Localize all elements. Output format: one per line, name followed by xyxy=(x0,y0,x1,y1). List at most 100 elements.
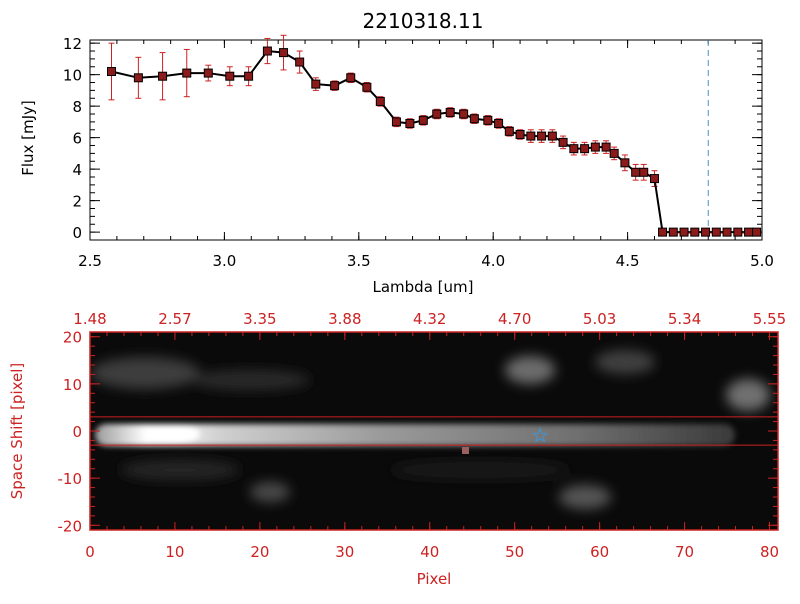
data-point xyxy=(569,144,579,154)
data-point xyxy=(203,68,213,78)
wavelength-tick-label: 3.35 xyxy=(243,310,276,328)
spectrum-chart: 2210318.11 2.5 3.0 3.5 4.0 4.5 5.0 0 2 4 6 8 10 12 L… xyxy=(19,9,774,296)
data-point xyxy=(133,73,143,83)
data-point xyxy=(295,57,305,67)
wavelength-tick-label: 3.88 xyxy=(328,310,361,328)
data-point xyxy=(526,131,536,141)
heatmap-x-axis-label: Pixel xyxy=(417,570,452,588)
y-tick-label: 10 xyxy=(63,67,82,85)
heatmap-x-tick-label: 30 xyxy=(335,543,354,561)
source-star-marker xyxy=(531,427,549,443)
data-point xyxy=(649,174,659,184)
wavelength-tick-label: 2.57 xyxy=(158,310,191,328)
blob-source-a xyxy=(505,356,555,384)
blob-source-c xyxy=(726,379,770,411)
data-point xyxy=(418,115,428,125)
x-tick-label: 4.5 xyxy=(616,252,640,270)
data-point xyxy=(601,142,611,152)
data-point xyxy=(722,227,732,237)
data-point xyxy=(558,137,568,147)
hot-pixel xyxy=(462,447,469,454)
data-point xyxy=(182,68,192,78)
data-point xyxy=(639,167,649,177)
x-tick-label: 2.5 xyxy=(78,252,102,270)
heatmap-x-tick-label: 80 xyxy=(760,543,779,561)
heatmap-y-tick-label: 0 xyxy=(72,423,82,441)
heatmap-y-tick-label: 10 xyxy=(63,376,82,394)
data-point xyxy=(733,227,743,237)
blob-lower-band-2 xyxy=(390,462,570,478)
data-point xyxy=(515,129,525,139)
spectrum-plot-area: 2.5 3.0 3.5 4.0 4.5 5.0 0 2 4 6 8 10 12 xyxy=(63,34,774,270)
blob-lower-a xyxy=(250,482,290,502)
data-point xyxy=(752,227,762,237)
x-tick-label: 3.0 xyxy=(212,252,236,270)
blob-lower-b xyxy=(559,485,611,509)
data-point xyxy=(405,118,415,128)
wavelength-tick-label: 5.55 xyxy=(753,310,786,328)
data-point xyxy=(375,96,385,106)
y-tick-label: 8 xyxy=(72,98,82,116)
data-point xyxy=(679,227,689,237)
heatmap-x-tick-label: 20 xyxy=(250,543,269,561)
spectral-trace xyxy=(95,424,735,446)
data-point xyxy=(504,126,514,136)
y-tick-label: 0 xyxy=(72,224,82,242)
heatmap-x-tick-label: 10 xyxy=(165,543,184,561)
plot-frame xyxy=(89,39,763,241)
heatmap-x-tick-label: 0 xyxy=(85,543,95,561)
data-point xyxy=(244,71,254,81)
chart-title: 2210318.11 xyxy=(363,9,484,33)
heatmap-image xyxy=(90,332,778,530)
wavelength-tick-label: 4.32 xyxy=(413,310,446,328)
data-point xyxy=(469,114,479,124)
blob-source-b xyxy=(595,350,655,374)
data-point xyxy=(609,148,619,158)
blob-topleft xyxy=(90,357,200,389)
data-point xyxy=(362,82,372,92)
x-tick-label: 5.0 xyxy=(750,252,774,270)
heatmap-y-axis-label: Space Shift [pixel] xyxy=(8,363,26,500)
data-point xyxy=(744,227,754,237)
y-tick-label: 6 xyxy=(72,130,82,148)
x-tick-label: 3.5 xyxy=(347,252,371,270)
wavelength-tick-label: 5.03 xyxy=(583,310,616,328)
data-point xyxy=(590,142,600,152)
data-point xyxy=(432,109,442,119)
heatmap-y-tick-label: -20 xyxy=(58,517,83,535)
blob-top-band xyxy=(190,370,310,390)
blob-lower-band xyxy=(120,460,240,480)
heatmap-x-tick-label: 40 xyxy=(420,543,439,561)
data-point xyxy=(391,117,401,127)
data-point xyxy=(311,79,321,89)
data-point xyxy=(445,107,455,117)
spectral-image-chart: 0 10 20 30 40 50 60 70 80 1.48 2.57 3.35 3.88 4.32 4.7… xyxy=(8,310,786,588)
heatmap-y-tick-label: 20 xyxy=(63,329,82,347)
heatmap-x-tick-label: 70 xyxy=(675,543,694,561)
wavelength-tick-label: 1.48 xyxy=(73,310,106,328)
y-tick-label: 2 xyxy=(72,193,82,211)
data-point xyxy=(346,73,356,83)
wavelength-tick-label: 5.34 xyxy=(668,310,701,328)
heatmap-x-tick-label: 60 xyxy=(590,543,609,561)
wavelength-tick-label: 4.70 xyxy=(498,310,531,328)
x-axis-label: Lambda [um] xyxy=(373,278,474,296)
data-point xyxy=(279,48,289,58)
y-tick-label: 12 xyxy=(63,35,82,53)
heatmap-x-tick-label: 50 xyxy=(505,543,524,561)
y-tick-label: 4 xyxy=(72,161,82,179)
data-point xyxy=(668,227,678,237)
data-point xyxy=(620,158,630,168)
data-point xyxy=(158,71,168,81)
data-point xyxy=(483,115,493,125)
data-point xyxy=(658,227,668,237)
data-point xyxy=(459,109,469,119)
data-point xyxy=(330,81,340,91)
data-point xyxy=(690,227,700,237)
data-point xyxy=(225,71,235,81)
data-point xyxy=(701,227,711,237)
heatmap-axes: 0 10 20 30 40 50 60 70 80 1.48 2.57 3.35 3.88 4.32 4.7… xyxy=(58,310,787,561)
data-point xyxy=(711,227,721,237)
